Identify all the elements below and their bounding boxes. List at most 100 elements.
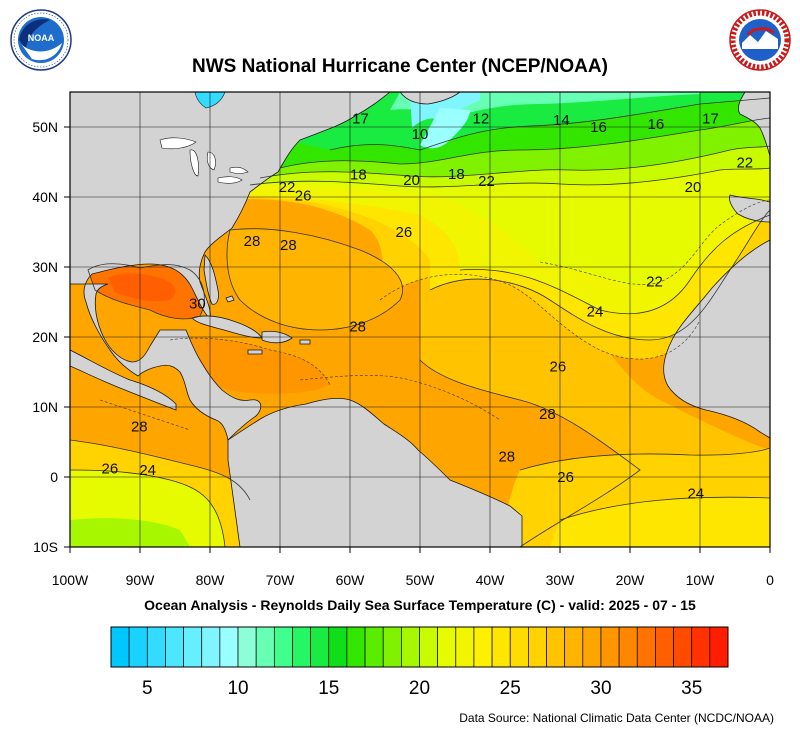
lon-tick-label: 60W <box>336 572 366 588</box>
colorbar-tick-label: 10 <box>227 678 248 699</box>
sst-map: 100W 90W 80W 70W 60W 50W 40W 30W 20W 10W 0 50N 40N 30… <box>32 91 774 588</box>
colorbar-cell <box>564 626 584 668</box>
colorbar-cell <box>237 626 257 668</box>
contour-label: 20 <box>403 172 420 189</box>
lon-tick-label: 10W <box>686 572 716 588</box>
lon-tick-label: 20W <box>616 572 646 588</box>
colorbar-cell <box>165 626 184 668</box>
colorbar-cell <box>110 626 130 668</box>
contour-label: 28 <box>349 318 366 335</box>
colorbar-cell <box>419 626 438 668</box>
contour-label: 18 <box>350 167 367 184</box>
sst-subtrop-27 <box>227 228 403 330</box>
colorbar-cells <box>110 626 729 668</box>
lat-tick-label: 50N <box>32 119 58 135</box>
page-title: NWS National Hurricane Center (NCEP/NOAA… <box>192 56 608 77</box>
colorbar-cell <box>364 626 384 668</box>
contour-label: 24 <box>587 304 604 321</box>
lat-tick-label: 0 <box>50 469 58 485</box>
sst-gulf-31 <box>108 273 176 302</box>
lat-tick-label: 10S <box>33 539 58 555</box>
colorbar-tick-label: 20 <box>409 678 430 699</box>
colorbar-cell <box>292 626 311 668</box>
colorbar-cell <box>528 626 547 668</box>
colorbar-tick-label: 30 <box>590 678 611 699</box>
contour-label: 26 <box>295 188 312 205</box>
contour-label: 10 <box>412 126 429 143</box>
colorbar-cell <box>273 626 293 668</box>
colorbar-cell <box>401 626 420 668</box>
colorbar-cell <box>146 626 166 668</box>
colorbar-cell <box>201 626 221 668</box>
colorbar-cell <box>618 626 638 668</box>
contour-lines <box>70 97 770 547</box>
colorbar-cell <box>600 626 620 668</box>
land <box>70 92 770 547</box>
contour-label: 18 <box>448 166 465 183</box>
contour-label: 22 <box>279 179 296 196</box>
contour-label: 22 <box>646 274 663 291</box>
contour-label: 28 <box>498 449 515 466</box>
colorbar-cell <box>582 626 602 668</box>
colorbar-cell <box>509 626 529 668</box>
contour-label: 16 <box>590 119 607 136</box>
lon-tick-label: 30W <box>546 572 576 588</box>
contour-label: 12 <box>473 111 490 128</box>
colorbar-cell <box>709 626 729 668</box>
colorbar-tick-label: 35 <box>681 678 702 699</box>
colorbar-cell <box>473 626 493 668</box>
colorbar-tick-label: 5 <box>142 678 153 699</box>
contour-label: 26 <box>557 469 574 486</box>
colorbar-cell <box>128 626 148 668</box>
contour-label: 17 <box>352 111 369 128</box>
colorbar-cell <box>382 626 402 668</box>
colorbar-cell <box>691 626 711 668</box>
map-grid <box>70 92 770 547</box>
colorbar-cell <box>219 626 239 668</box>
noaa-logo-text: NOAA <box>28 33 55 43</box>
colorbar: 5 10 15 20 25 30 35 <box>110 626 729 699</box>
lon-tick-label: 70W <box>266 572 296 588</box>
contour-label: 20 <box>685 179 702 196</box>
contour-label: 22 <box>736 155 753 172</box>
sst-equator-23 <box>550 497 770 547</box>
contour-label: 28 <box>131 419 148 436</box>
sst-pacific-20 <box>70 518 190 547</box>
contour-label: 24 <box>139 462 156 479</box>
colorbar-cell <box>328 626 348 668</box>
lat-tick-label: 40N <box>32 189 58 205</box>
lon-tick-label: 90W <box>126 572 156 588</box>
contour-label: 26 <box>396 224 413 241</box>
contour-label: 22 <box>478 173 495 190</box>
colorbar-cell <box>310 626 330 668</box>
colorbar-ticks: 5 10 15 20 25 30 35 <box>142 678 702 699</box>
colorbar-cell <box>183 626 203 668</box>
contour-label: 28 <box>244 233 261 250</box>
noaa-logo: NOAA <box>10 9 72 71</box>
contour-label: 26 <box>550 358 567 375</box>
colorbar-cell <box>255 626 275 668</box>
lon-tick-label: 50W <box>406 572 436 588</box>
contour-label: 26 <box>102 461 119 478</box>
lat-tick-label: 20N <box>32 329 58 345</box>
colorbar-cell <box>455 626 475 668</box>
colorbar-frame <box>110 626 729 668</box>
colorbar-cell <box>673 626 693 668</box>
contour-label: 24 <box>687 486 704 503</box>
contour-label: 30 <box>189 295 206 312</box>
contour-label: 28 <box>280 237 297 254</box>
map-axis-ticks: 100W 90W 80W 70W 60W 50W 40W 30W 20W 10W 0 50N 40N 30… <box>32 119 774 588</box>
colorbar-tick-label: 15 <box>318 678 339 699</box>
great-lakes <box>159 137 249 184</box>
lat-tick-label: 10N <box>32 399 58 415</box>
contour-lines-dashed <box>99 199 770 431</box>
colorbar-cell <box>636 626 656 668</box>
lon-tick-label: 100W <box>52 572 89 588</box>
colorbar-cell <box>655 626 674 668</box>
data-source: Data Source: National Climatic Data Cent… <box>459 711 774 725</box>
contour-label: 28 <box>539 406 556 423</box>
nws-logo <box>729 9 791 71</box>
contour-label: 16 <box>648 116 665 133</box>
colorbar-cell <box>437 626 457 668</box>
